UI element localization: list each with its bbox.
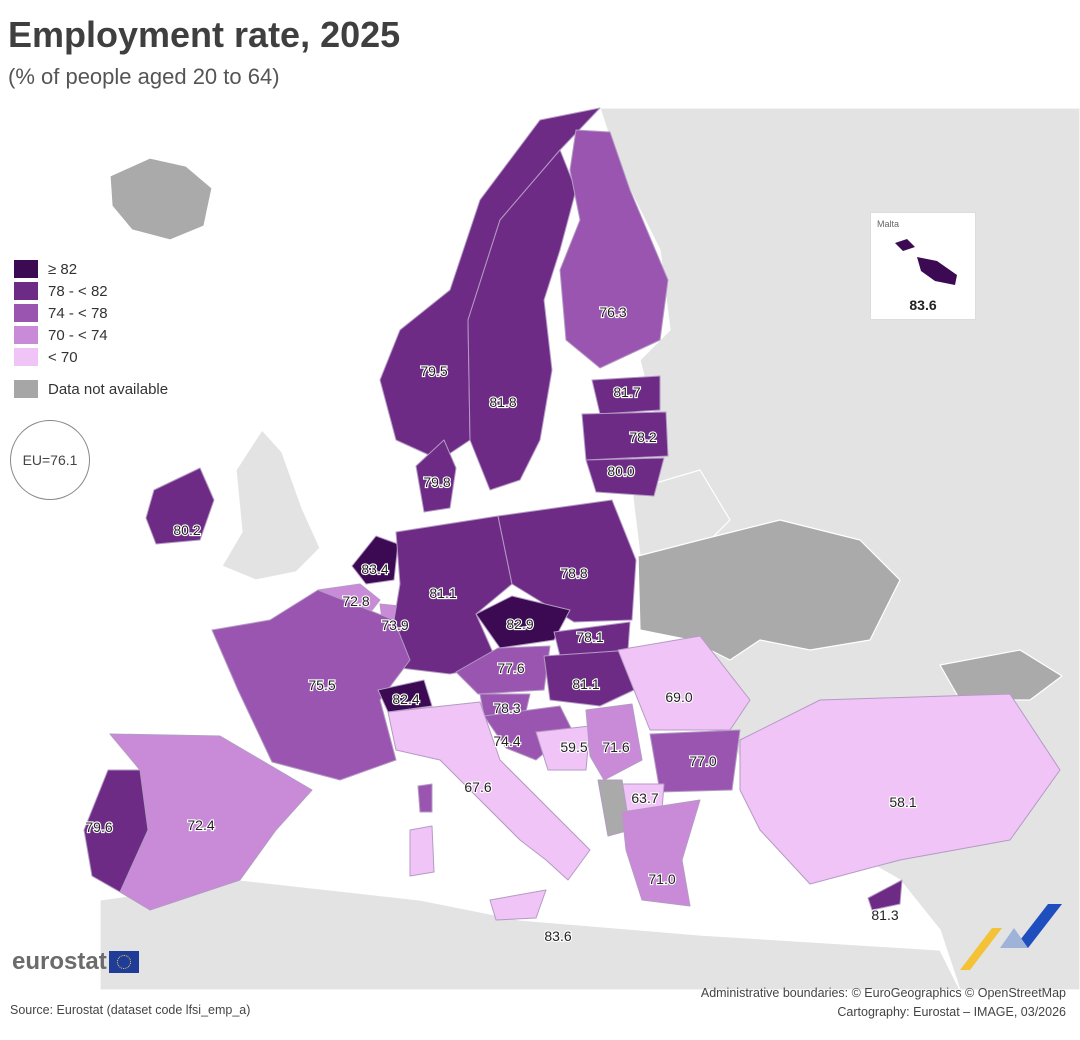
legend-item: 78 - < 82	[14, 280, 168, 302]
legend-swatch	[14, 348, 38, 366]
legend-swatch	[14, 380, 38, 398]
legend-swatch	[14, 326, 38, 344]
turkey-value: 58.1	[889, 794, 916, 810]
eu-flag-icon	[108, 951, 139, 973]
finland-shape	[559, 129, 669, 369]
portugal-shape	[83, 769, 149, 893]
romania-shape	[617, 635, 751, 731]
ireland-shape	[145, 467, 215, 545]
lithuania-shape	[585, 457, 665, 497]
denmark-shape	[415, 439, 457, 513]
cyprus-value: 81.3	[871, 907, 898, 923]
italy-value: 67.6	[464, 779, 491, 795]
legend-label: ≥ 82	[48, 260, 78, 278]
estonia-shape	[591, 375, 661, 415]
legend-label: < 70	[48, 348, 78, 366]
legend-label: 78 - < 82	[48, 282, 108, 300]
hungary-shape	[543, 649, 635, 707]
legend-swatch	[14, 260, 38, 278]
switzerland-shape	[377, 679, 433, 713]
austria-value: 77.6	[497, 660, 524, 676]
cyprus-shape	[867, 879, 903, 911]
north-macedonia-value: 63.7	[631, 790, 658, 806]
legend-item: < 70	[14, 346, 168, 368]
sweden-value: 81.8	[489, 394, 516, 410]
luxembourg-value: 73.9	[381, 617, 408, 633]
legend-label: Data not available	[48, 380, 169, 398]
caucasus-land	[939, 649, 1063, 701]
credits-boundaries: Administrative boundaries: © EuroGeograp…	[700, 986, 1066, 1000]
serbia-value: 71.6	[602, 739, 629, 755]
switzerland-value: 82.4	[392, 691, 419, 707]
ireland-value: 80.2	[173, 522, 200, 538]
france-shape	[211, 589, 411, 781]
germany-value: 81.1	[429, 585, 456, 601]
eurostat-logo: eurostat	[12, 948, 139, 976]
legend-label: 70 - < 74	[48, 326, 108, 344]
sicily-shape	[489, 889, 547, 921]
map-subtitle: (% of people aged 20 to 64)	[8, 64, 280, 89]
ukraine-land	[637, 519, 901, 661]
romania-value: 69.0	[665, 689, 692, 705]
netherlands-shape	[351, 535, 399, 585]
netherlands-value: 83.4	[361, 561, 388, 577]
credits: Administrative boundaries: © EuroGeograp…	[701, 984, 1066, 1022]
poland-value: 78.8	[560, 565, 587, 581]
map-title: Employment rate, 2025	[8, 14, 401, 55]
norway-value: 79.5	[420, 363, 447, 379]
croatia-value: 74.4	[493, 733, 520, 749]
malta-inset: Malta 83.6	[870, 212, 976, 320]
malta-inset-shape	[895, 239, 957, 285]
finland-value: 76.3	[599, 304, 626, 320]
credits-cartography: Cartography: Eurostat – IMAGE, 03/2026	[837, 1005, 1066, 1019]
corner-decoration	[960, 904, 1062, 970]
legend-label: 74 - < 78	[48, 304, 108, 322]
sweden-shape	[467, 149, 577, 491]
bulgaria-value: 77.0	[689, 753, 716, 769]
bosnia-value: 59.5	[560, 739, 587, 755]
italy-shape	[387, 701, 591, 881]
estonia-value: 81.7	[613, 384, 640, 400]
legend: ≥ 82 78 - < 82 74 - < 78 70 - < 74 < 70 …	[14, 258, 168, 400]
greece-value: 71.0	[648, 871, 675, 887]
corsica-shape	[417, 783, 433, 813]
latvia-value: 78.2	[629, 429, 656, 445]
bosnia-shape	[535, 725, 591, 771]
malta-main-value: 83.6	[544, 928, 571, 944]
poland-shape	[497, 499, 637, 623]
eu-average-circle: EU=76.1	[10, 420, 90, 500]
greece-shape	[621, 799, 701, 907]
czechia-value: 82.9	[506, 616, 533, 632]
legend-item: ≥ 82	[14, 258, 168, 280]
slovenia-value: 78.3	[493, 700, 520, 716]
spain-value: 72.4	[187, 817, 214, 833]
bulgaria-shape	[649, 729, 741, 793]
latvia-shape	[581, 411, 669, 461]
france-value: 75.5	[308, 677, 335, 693]
legend-item: 74 - < 78	[14, 302, 168, 324]
sardinia-shape	[409, 825, 435, 877]
iceland-land	[109, 157, 213, 241]
north-africa-land	[99, 879, 961, 991]
lithuania-value: 80.0	[607, 463, 634, 479]
legend-swatch	[14, 282, 38, 300]
legend-swatch	[14, 304, 38, 322]
brand-name: eurostat	[12, 948, 107, 975]
portugal-value: 79.6	[85, 819, 112, 835]
hungary-value: 81.1	[572, 676, 599, 692]
serbia-shape	[585, 703, 643, 781]
denmark-value: 79.8	[423, 474, 450, 490]
belgium-value: 72.8	[342, 593, 369, 609]
czechia-shape	[475, 595, 571, 649]
legend-item: 70 - < 74	[14, 324, 168, 346]
source-note: Source: Eurostat (dataset code lfsi_emp_…	[10, 1003, 251, 1017]
turkey-shape	[739, 693, 1061, 885]
slovakia-value: 78.1	[576, 629, 603, 645]
legend-item-na: Data not available	[14, 378, 168, 400]
malta-inset-name: Malta	[877, 219, 900, 229]
uk-land	[221, 429, 321, 581]
malta-inset-value: 83.6	[909, 297, 937, 313]
